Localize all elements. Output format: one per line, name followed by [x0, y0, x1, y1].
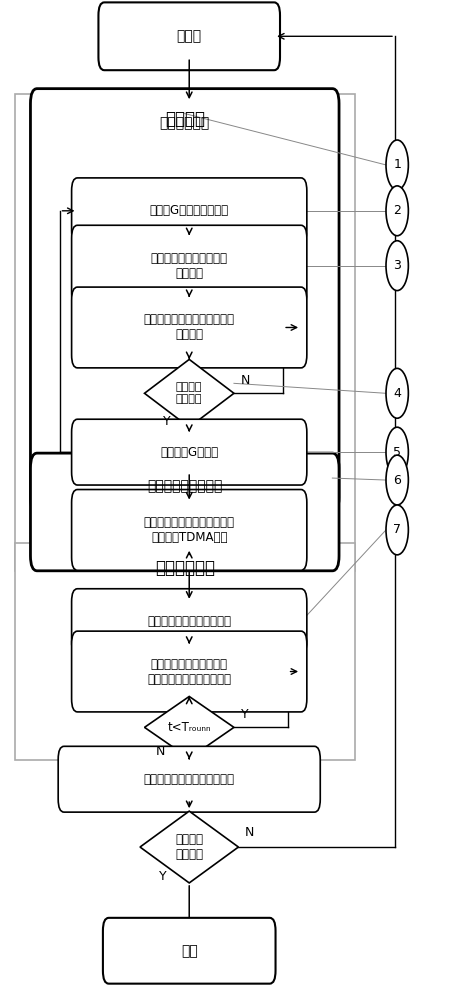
- Circle shape: [386, 505, 408, 555]
- Text: 更新集合G中元素: 更新集合G中元素: [160, 446, 218, 459]
- FancyBboxPatch shape: [72, 287, 307, 368]
- Text: 簇头选择阶段: 簇头选择阶段: [160, 117, 210, 131]
- Text: 初始化: 初始化: [177, 29, 202, 43]
- FancyBboxPatch shape: [72, 631, 307, 712]
- Polygon shape: [144, 359, 234, 427]
- FancyBboxPatch shape: [72, 419, 307, 485]
- Text: 成簇阶段: 成簇阶段: [165, 110, 205, 128]
- Bar: [15, 94, 355, 571]
- Text: 网络生命
周期结束: 网络生命 周期结束: [175, 833, 203, 861]
- Text: 5: 5: [393, 446, 401, 459]
- FancyBboxPatch shape: [72, 225, 307, 306]
- Polygon shape: [144, 696, 234, 758]
- Text: N: N: [240, 374, 250, 387]
- FancyBboxPatch shape: [31, 453, 339, 571]
- Text: 簇头根据能量设定的时间
广播通知: 簇头根据能量设定的时间 广播通知: [151, 252, 228, 280]
- Text: 簇内节点向簇头传送数据
簇头融合后多跳传输至基站: 簇内节点向簇头传送数据 簇头融合后多跳传输至基站: [147, 658, 231, 686]
- Text: 簇头确定各自的下一跳节点: 簇头确定各自的下一跳节点: [147, 615, 231, 628]
- Circle shape: [386, 455, 408, 505]
- Text: 3: 3: [393, 259, 401, 272]
- FancyBboxPatch shape: [72, 178, 307, 244]
- FancyBboxPatch shape: [99, 2, 280, 70]
- Text: 1: 1: [393, 158, 401, 171]
- Text: 6: 6: [393, 474, 401, 487]
- Text: 非簇头节点入簇阶段: 非簇头节点入簇阶段: [147, 479, 222, 493]
- Text: 在集合G中进行簇头选择: 在集合G中进行簇头选择: [150, 204, 229, 217]
- Text: 4: 4: [393, 387, 401, 400]
- Text: 本轮首次
执行上步: 本轮首次 执行上步: [176, 382, 202, 404]
- FancyBboxPatch shape: [103, 918, 275, 984]
- Polygon shape: [140, 811, 238, 883]
- Text: t<Tᵣₒᵤₙₙ: t<Tᵣₒᵤₙₙ: [167, 721, 211, 734]
- Circle shape: [386, 427, 408, 477]
- Text: 2: 2: [393, 204, 401, 217]
- Circle shape: [386, 368, 408, 418]
- Bar: [15, 543, 355, 760]
- Text: Y: Y: [241, 708, 249, 721]
- Text: N: N: [245, 826, 254, 839]
- Text: Y: Y: [163, 415, 171, 428]
- FancyBboxPatch shape: [58, 746, 320, 812]
- Text: 结束: 结束: [181, 944, 198, 958]
- Text: 保存距离信息并对收到的通知
进行比较: 保存距离信息并对收到的通知 进行比较: [144, 313, 235, 341]
- Text: 7: 7: [393, 523, 401, 536]
- Text: N: N: [155, 745, 165, 758]
- Circle shape: [386, 241, 408, 291]
- Text: 稳定传输阶段: 稳定传输阶段: [155, 559, 215, 577]
- Text: 获取簇内平均能量和最大能量: 获取簇内平均能量和最大能量: [144, 773, 235, 786]
- Circle shape: [386, 140, 408, 190]
- Text: Y: Y: [158, 870, 166, 883]
- Circle shape: [386, 186, 408, 236]
- Text: 向最终保留簇头发送入簇申请
簇头安排TDMA时序: 向最终保留簇头发送入簇申请 簇头安排TDMA时序: [144, 516, 235, 544]
- FancyBboxPatch shape: [72, 490, 307, 570]
- FancyBboxPatch shape: [31, 89, 339, 512]
- FancyBboxPatch shape: [72, 589, 307, 655]
